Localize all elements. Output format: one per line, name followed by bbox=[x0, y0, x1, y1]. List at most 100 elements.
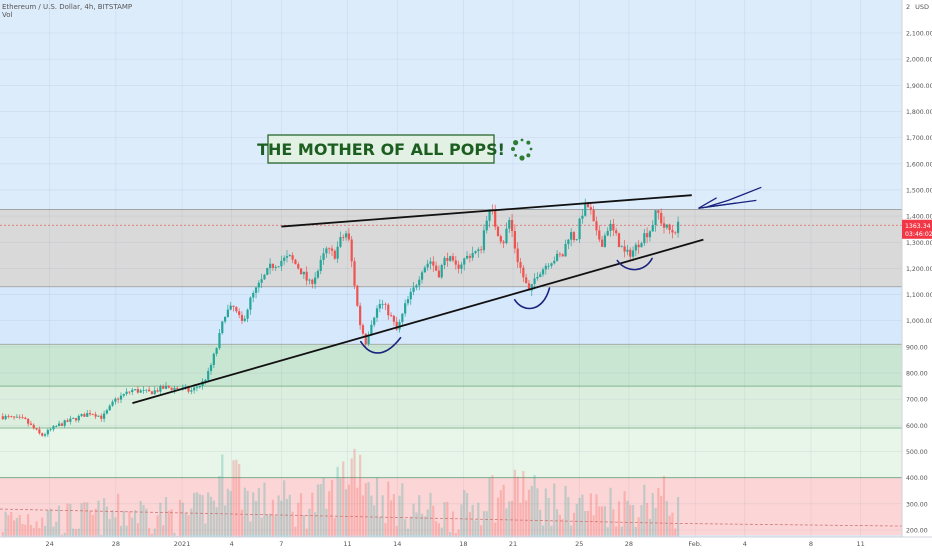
candle-body bbox=[392, 315, 396, 322]
volume-bar bbox=[12, 520, 16, 537]
volume-bar bbox=[162, 525, 165, 537]
candle-body bbox=[153, 390, 156, 395]
candle-body bbox=[676, 221, 680, 233]
volume-bar bbox=[27, 514, 30, 537]
volume-bar bbox=[55, 521, 58, 537]
candle-body bbox=[29, 423, 33, 425]
volume-bar bbox=[308, 508, 311, 537]
candle-body bbox=[176, 387, 179, 389]
candle-body bbox=[27, 418, 30, 424]
candle-body bbox=[592, 209, 595, 222]
volume-bar bbox=[674, 528, 677, 537]
time-tick-label: 8 bbox=[809, 540, 813, 548]
candle-body bbox=[263, 274, 266, 280]
candle-body bbox=[437, 270, 441, 278]
candle-body bbox=[429, 261, 432, 264]
bar-countdown: 03:46:02 bbox=[905, 231, 932, 238]
volume-bar bbox=[97, 500, 100, 537]
candle-body bbox=[423, 267, 426, 273]
volume-bar bbox=[69, 503, 72, 537]
volume-bar bbox=[406, 528, 410, 537]
volume-bar bbox=[325, 508, 328, 537]
candle-body bbox=[91, 414, 94, 416]
candle-body bbox=[333, 250, 336, 259]
volume-bar bbox=[204, 523, 207, 537]
volume-bar bbox=[460, 504, 463, 537]
volume-bar bbox=[74, 529, 78, 537]
volume-bar bbox=[381, 495, 384, 537]
spinner-dot bbox=[511, 147, 515, 151]
volume-bar bbox=[384, 522, 387, 537]
candle-body bbox=[533, 278, 536, 285]
candle-body bbox=[198, 385, 201, 388]
candle-body bbox=[314, 277, 317, 284]
candle-body bbox=[496, 226, 500, 237]
volume-bar bbox=[353, 448, 356, 537]
volume-bar bbox=[167, 510, 170, 537]
volume-bar bbox=[620, 526, 623, 537]
candle-body bbox=[136, 389, 139, 393]
time-tick-label: 11 bbox=[856, 540, 864, 548]
candle-body bbox=[336, 246, 339, 259]
volume-bar bbox=[443, 502, 446, 537]
volume-bar bbox=[676, 496, 680, 537]
volume-bar bbox=[195, 492, 199, 537]
candle-body bbox=[105, 410, 109, 414]
candle-body bbox=[510, 219, 514, 232]
volume-bar bbox=[122, 510, 125, 537]
price-candles bbox=[1, 198, 680, 438]
volume-bar bbox=[395, 525, 398, 537]
candle-body bbox=[38, 429, 41, 434]
zone-band-0 bbox=[0, 209, 902, 287]
volume-bar bbox=[392, 494, 396, 537]
volume-bar bbox=[38, 528, 41, 537]
candle-body bbox=[35, 428, 38, 430]
volume-bar bbox=[525, 500, 528, 537]
candle-body bbox=[80, 414, 83, 416]
volume-bar bbox=[626, 500, 629, 537]
volume-bar bbox=[330, 480, 334, 537]
candle-body bbox=[322, 253, 325, 260]
volume-bar bbox=[246, 490, 249, 537]
price-tick-label: 500.00 bbox=[906, 449, 928, 456]
volume-bar bbox=[181, 502, 184, 537]
volume-bar bbox=[111, 509, 114, 537]
volume-bar bbox=[617, 501, 621, 537]
zone-band-2 bbox=[0, 344, 902, 387]
volume-bar bbox=[260, 517, 263, 537]
candle-body bbox=[21, 417, 24, 419]
candle-body bbox=[612, 223, 615, 231]
volume-bar bbox=[494, 522, 497, 537]
candle-body bbox=[539, 274, 542, 277]
candle-body bbox=[570, 232, 573, 240]
candle-body bbox=[567, 239, 570, 245]
volume-bar bbox=[474, 520, 477, 537]
volume-bar bbox=[88, 510, 92, 537]
candle-body bbox=[212, 353, 215, 365]
candle-body bbox=[480, 249, 483, 251]
volume-bar bbox=[240, 509, 244, 537]
candle-body bbox=[550, 263, 553, 266]
candle-body bbox=[361, 325, 365, 334]
volume-bar bbox=[629, 504, 632, 537]
price-tick-label: 1,400.00 bbox=[906, 214, 932, 221]
volume-bar bbox=[496, 497, 500, 537]
candle-body bbox=[378, 304, 381, 309]
candle-body bbox=[544, 265, 547, 270]
volume-bar bbox=[657, 487, 660, 537]
candle-body bbox=[412, 287, 415, 292]
candle-body bbox=[252, 292, 255, 298]
volume-bar bbox=[550, 525, 553, 537]
support-resistance-zones bbox=[0, 0, 902, 537]
volume-bar bbox=[319, 484, 322, 537]
volume-bar bbox=[15, 518, 18, 537]
volume-bar bbox=[465, 493, 469, 537]
price-tick-label: 1,800.00 bbox=[906, 109, 932, 116]
hand-drawn-curve-3 bbox=[616, 257, 653, 271]
candle-body bbox=[494, 209, 497, 227]
candle-body bbox=[384, 303, 387, 305]
candle-body bbox=[193, 387, 196, 391]
volume-bar bbox=[18, 515, 21, 537]
